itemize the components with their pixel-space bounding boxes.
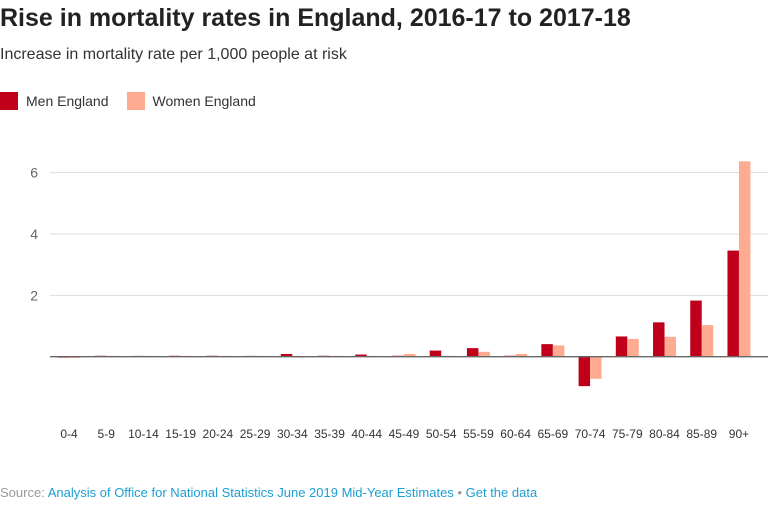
- legend-swatch-men: [0, 92, 18, 110]
- x-tick-label: 30-34: [277, 427, 308, 441]
- bar-women: [515, 353, 528, 357]
- x-tick-label: 10-14: [128, 427, 159, 441]
- x-tick-label: 85-89: [686, 427, 717, 441]
- legend: Men England Women England: [0, 92, 256, 110]
- bar-men: [355, 354, 367, 357]
- bar-men: [615, 336, 628, 357]
- bar-men: [578, 356, 591, 387]
- source-label: Source:: [0, 485, 45, 500]
- chart-subtitle: Increase in mortality rate per 1,000 peo…: [0, 46, 347, 63]
- bar-men: [653, 322, 665, 357]
- bar-men: [429, 350, 442, 357]
- y-tick-label: 2: [30, 287, 38, 303]
- x-tick-label: 40-44: [351, 427, 382, 441]
- source-link[interactable]: Analysis of Office for National Statisti…: [47, 485, 454, 500]
- x-tick-label: 0-4: [60, 427, 78, 441]
- bar-women: [738, 161, 751, 357]
- bar-women: [627, 338, 639, 357]
- y-tick-label: 6: [30, 165, 38, 181]
- bar-men: [727, 250, 739, 357]
- x-tick-label: 20-24: [203, 427, 234, 441]
- x-tick-label: 65-69: [538, 427, 569, 441]
- x-tick-label: 80-84: [649, 427, 680, 441]
- legend-item-men: Men England: [0, 92, 109, 110]
- bar-men: [466, 348, 479, 357]
- chart-title: Rise in mortality rates in England, 2016…: [0, 4, 631, 32]
- legend-swatch-women: [126, 92, 145, 110]
- legend-item-women: Women England: [126, 92, 256, 110]
- x-tick-label: 55-59: [463, 427, 494, 441]
- legend-label-men: Men England: [26, 93, 109, 109]
- bar-men: [541, 344, 553, 357]
- y-tick-label: 4: [30, 226, 38, 242]
- x-tick-label: 15-19: [165, 427, 196, 441]
- bar-women: [403, 353, 416, 357]
- get-data-link[interactable]: Get the data: [465, 485, 538, 500]
- x-tick-label: 45-49: [389, 427, 420, 441]
- bar-women: [701, 325, 714, 357]
- x-tick-label: 90+: [729, 427, 749, 441]
- bar-women: [478, 351, 490, 357]
- x-tick-label: 25-29: [240, 427, 271, 441]
- x-tick-label: 35-39: [314, 427, 345, 441]
- x-tick-label: 60-64: [500, 427, 531, 441]
- bar-men: [280, 353, 293, 357]
- bar-men: [690, 300, 702, 357]
- x-tick-label: 5-9: [98, 427, 116, 441]
- bar-chart: 2 4 6 0-4 5-9 10-14 15-19 20-24 25-29 30-34 35-39 4…: [30, 161, 768, 441]
- x-tick-label: 50-54: [426, 427, 457, 441]
- bar-women: [590, 356, 602, 379]
- separator: •: [457, 485, 462, 500]
- footer: Source: Analysis of Office for National …: [0, 485, 537, 500]
- legend-label-women: Women England: [152, 93, 256, 109]
- bar-women: [664, 336, 677, 357]
- x-tick-label: 70-74: [575, 427, 606, 441]
- x-tick-label: 75-79: [612, 427, 643, 441]
- bar-women: [552, 345, 565, 357]
